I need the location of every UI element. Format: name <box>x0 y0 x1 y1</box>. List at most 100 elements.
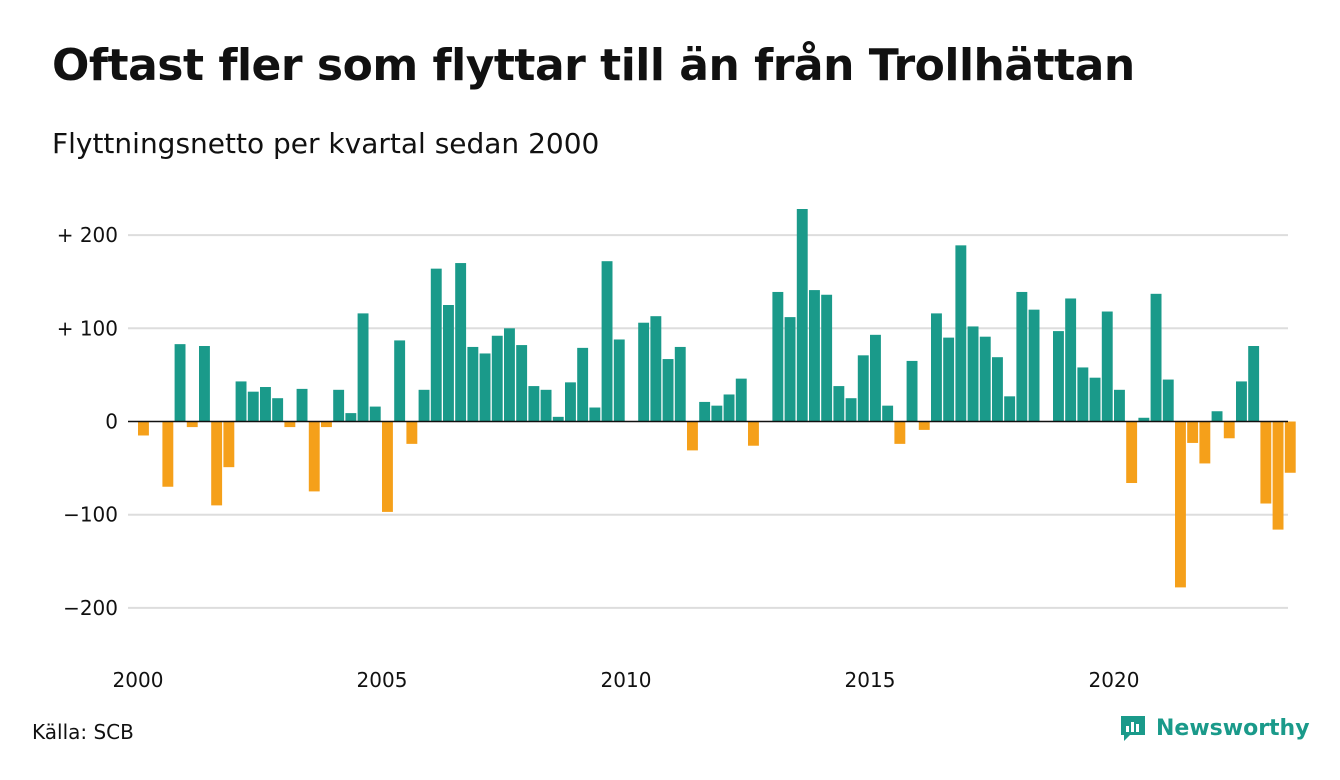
y-tick-label: + 200 <box>57 223 118 247</box>
x-tick-label: 2010 <box>601 668 652 692</box>
bar <box>1260 421 1272 504</box>
bar <box>552 416 564 422</box>
bar <box>955 245 967 422</box>
bar <box>528 386 540 422</box>
newsworthy-brand: Newsworthy <box>1118 713 1310 743</box>
bar <box>186 421 198 428</box>
bar <box>735 378 747 422</box>
bar <box>223 421 235 468</box>
x-tick-label: 2005 <box>357 668 408 692</box>
bar <box>382 421 393 512</box>
bar <box>906 360 918 422</box>
bar <box>1248 346 1260 422</box>
bar <box>601 261 613 422</box>
bar <box>1199 421 1211 464</box>
bar <box>1211 411 1223 422</box>
bar <box>711 405 723 422</box>
bar <box>333 389 345 422</box>
bar <box>467 346 479 422</box>
x-tick-label: 2015 <box>845 668 896 692</box>
bar <box>894 421 906 444</box>
newsworthy-logo-icon <box>1121 716 1145 741</box>
bar <box>1138 417 1150 422</box>
bar <box>1175 421 1186 588</box>
bar <box>784 317 796 422</box>
bar <box>284 421 296 428</box>
bar <box>1077 367 1089 422</box>
bar <box>1272 421 1284 530</box>
bar <box>638 322 650 422</box>
bar <box>662 359 674 422</box>
bar <box>1004 396 1016 422</box>
bar <box>1162 379 1174 422</box>
bar <box>321 421 332 428</box>
bar <box>857 355 869 422</box>
bar <box>406 421 418 444</box>
bar <box>308 421 320 492</box>
bar <box>369 406 381 422</box>
bar <box>1089 377 1101 422</box>
bar <box>589 407 601 422</box>
bar <box>870 334 881 422</box>
bar <box>516 345 528 422</box>
bar <box>723 394 735 422</box>
bar <box>687 421 698 451</box>
x-tick-label: 2000 <box>113 668 164 692</box>
bar <box>357 313 369 422</box>
y-tick-label: + 100 <box>57 316 118 340</box>
bar <box>455 263 467 422</box>
bar <box>211 421 223 506</box>
x-axis-ticks: 2000 2005 2010 2015 2020 <box>113 668 1140 692</box>
brand-name: Newsworthy <box>1156 715 1310 741</box>
bar-layer <box>138 209 1296 588</box>
bar <box>443 305 454 422</box>
bar <box>235 381 247 422</box>
bar <box>918 421 930 430</box>
source-note: Källa: SCB <box>32 720 134 744</box>
bar <box>1223 421 1235 439</box>
bar <box>296 388 308 422</box>
bar <box>418 389 430 422</box>
bar <box>845 398 857 422</box>
bar <box>650 316 662 422</box>
bar <box>979 336 991 422</box>
chart-subtitle: Flyttningsnetto per kvartal sedan 2000 <box>52 127 600 160</box>
bar <box>272 398 284 422</box>
bar <box>345 413 357 422</box>
bar <box>491 335 503 422</box>
bar <box>260 387 271 422</box>
bar <box>1028 309 1040 422</box>
bar <box>674 346 686 422</box>
y-axis-ticks: + 200 + 100 0 −100 −200 <box>57 223 118 620</box>
bar <box>1053 331 1064 422</box>
y-tick-label: −100 <box>63 503 118 527</box>
bar <box>796 209 808 422</box>
bar <box>967 326 979 422</box>
bar <box>540 389 552 422</box>
bar <box>613 339 625 422</box>
bar <box>565 382 576 422</box>
bar <box>1284 421 1296 473</box>
bar <box>1236 381 1247 422</box>
bar <box>174 344 186 422</box>
bar <box>1016 291 1028 422</box>
bar <box>748 421 759 446</box>
bar <box>772 291 784 422</box>
bar <box>1150 293 1162 422</box>
bar <box>577 347 589 422</box>
x-tick-label: 2020 <box>1089 668 1140 692</box>
y-tick-label: −200 <box>63 596 118 620</box>
bar <box>504 328 515 422</box>
bar <box>699 401 711 422</box>
bar <box>1126 421 1138 484</box>
bar <box>247 391 259 422</box>
bar <box>162 421 174 487</box>
bar <box>809 290 820 422</box>
bar <box>199 346 210 422</box>
bar <box>833 386 845 422</box>
bar <box>882 405 894 422</box>
y-tick-label: 0 <box>105 410 118 434</box>
bar <box>821 294 833 422</box>
chart-title: Oftast fler som flyttar till än från Tro… <box>52 40 1135 91</box>
